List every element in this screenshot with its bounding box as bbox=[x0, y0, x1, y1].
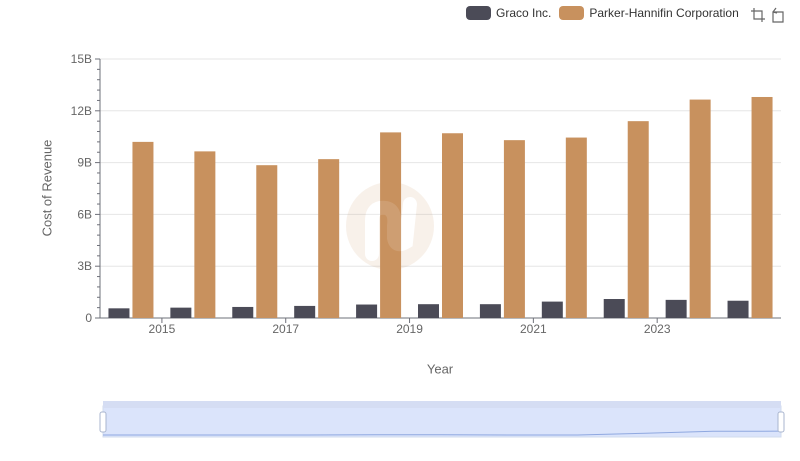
legend: Graco Inc. Parker-Hannifin Corporation bbox=[466, 3, 747, 23]
y-tick-label: 6B bbox=[77, 207, 92, 221]
zoom-icon[interactable] bbox=[749, 6, 767, 24]
y-tick-label: 15B bbox=[71, 52, 92, 66]
x-tick-label: 2023 bbox=[644, 322, 671, 336]
y-tick-label: 3B bbox=[77, 259, 92, 273]
zoom-reset-icon[interactable] bbox=[769, 6, 787, 24]
bar-graco bbox=[479, 304, 501, 318]
legend-swatch bbox=[466, 6, 491, 20]
x-axis-title: Year bbox=[426, 361, 454, 377]
legend-swatch bbox=[559, 6, 585, 20]
bar-graco bbox=[727, 300, 749, 318]
data-zoom-slider[interactable] bbox=[99, 401, 785, 438]
watermark-logo bbox=[346, 182, 434, 270]
zoom-overview-line bbox=[103, 430, 782, 436]
bar-graco bbox=[232, 306, 254, 318]
y-axis: 0 3B 6B 9B 12B 15B bbox=[71, 52, 101, 325]
bar-parker-hannifin bbox=[503, 140, 525, 318]
bar-graco bbox=[603, 299, 625, 318]
bar-parker-hannifin bbox=[256, 165, 278, 318]
bar-parker-hannifin bbox=[442, 133, 463, 318]
zoom-handle-left[interactable] bbox=[99, 411, 107, 433]
bar-graco bbox=[665, 299, 687, 318]
bar-parker-hannifin bbox=[627, 121, 649, 318]
y-tick-label: 9B bbox=[77, 156, 92, 170]
x-tick-label: 2021 bbox=[520, 322, 547, 336]
legend-label: Graco Inc. bbox=[496, 6, 552, 20]
legend-label: Parker-Hannifin Corporation bbox=[589, 6, 739, 20]
y-tick-label: 12B bbox=[71, 104, 92, 118]
bar-graco bbox=[356, 304, 378, 318]
legend-item-parker-hannifin[interactable]: Parker-Hannifin Corporation bbox=[559, 6, 739, 20]
bar-parker-hannifin bbox=[318, 159, 340, 318]
zoom-track bbox=[102, 405, 782, 438]
x-tick-label: 2015 bbox=[149, 322, 176, 336]
bar-graco bbox=[108, 308, 130, 318]
bars bbox=[108, 96, 773, 319]
bar-parker-hannifin bbox=[194, 151, 216, 318]
x-axis: 2015 2017 2019 2021 2023 bbox=[100, 317, 781, 336]
zoom-top-bar bbox=[103, 401, 781, 408]
y-axis-title: Cost of Revenue bbox=[39, 139, 55, 237]
toolbox bbox=[747, 6, 787, 24]
bar-graco bbox=[170, 307, 192, 318]
legend-item-graco[interactable]: Graco Inc. bbox=[466, 6, 551, 20]
bar-graco bbox=[418, 304, 439, 318]
bar-parker-hannifin bbox=[565, 137, 587, 318]
bar-graco bbox=[294, 305, 316, 318]
y-tick-label: 0 bbox=[85, 311, 92, 325]
bar-parker-hannifin bbox=[751, 96, 773, 318]
x-tick-label: 2017 bbox=[272, 322, 299, 336]
zoom-handle-right[interactable] bbox=[777, 411, 785, 433]
bar-parker-hannifin bbox=[689, 99, 711, 319]
bar-graco bbox=[541, 301, 563, 318]
bar-parker-hannifin bbox=[132, 141, 154, 318]
bar-parker-hannifin bbox=[380, 132, 402, 318]
x-tick-label: 2019 bbox=[396, 322, 423, 336]
